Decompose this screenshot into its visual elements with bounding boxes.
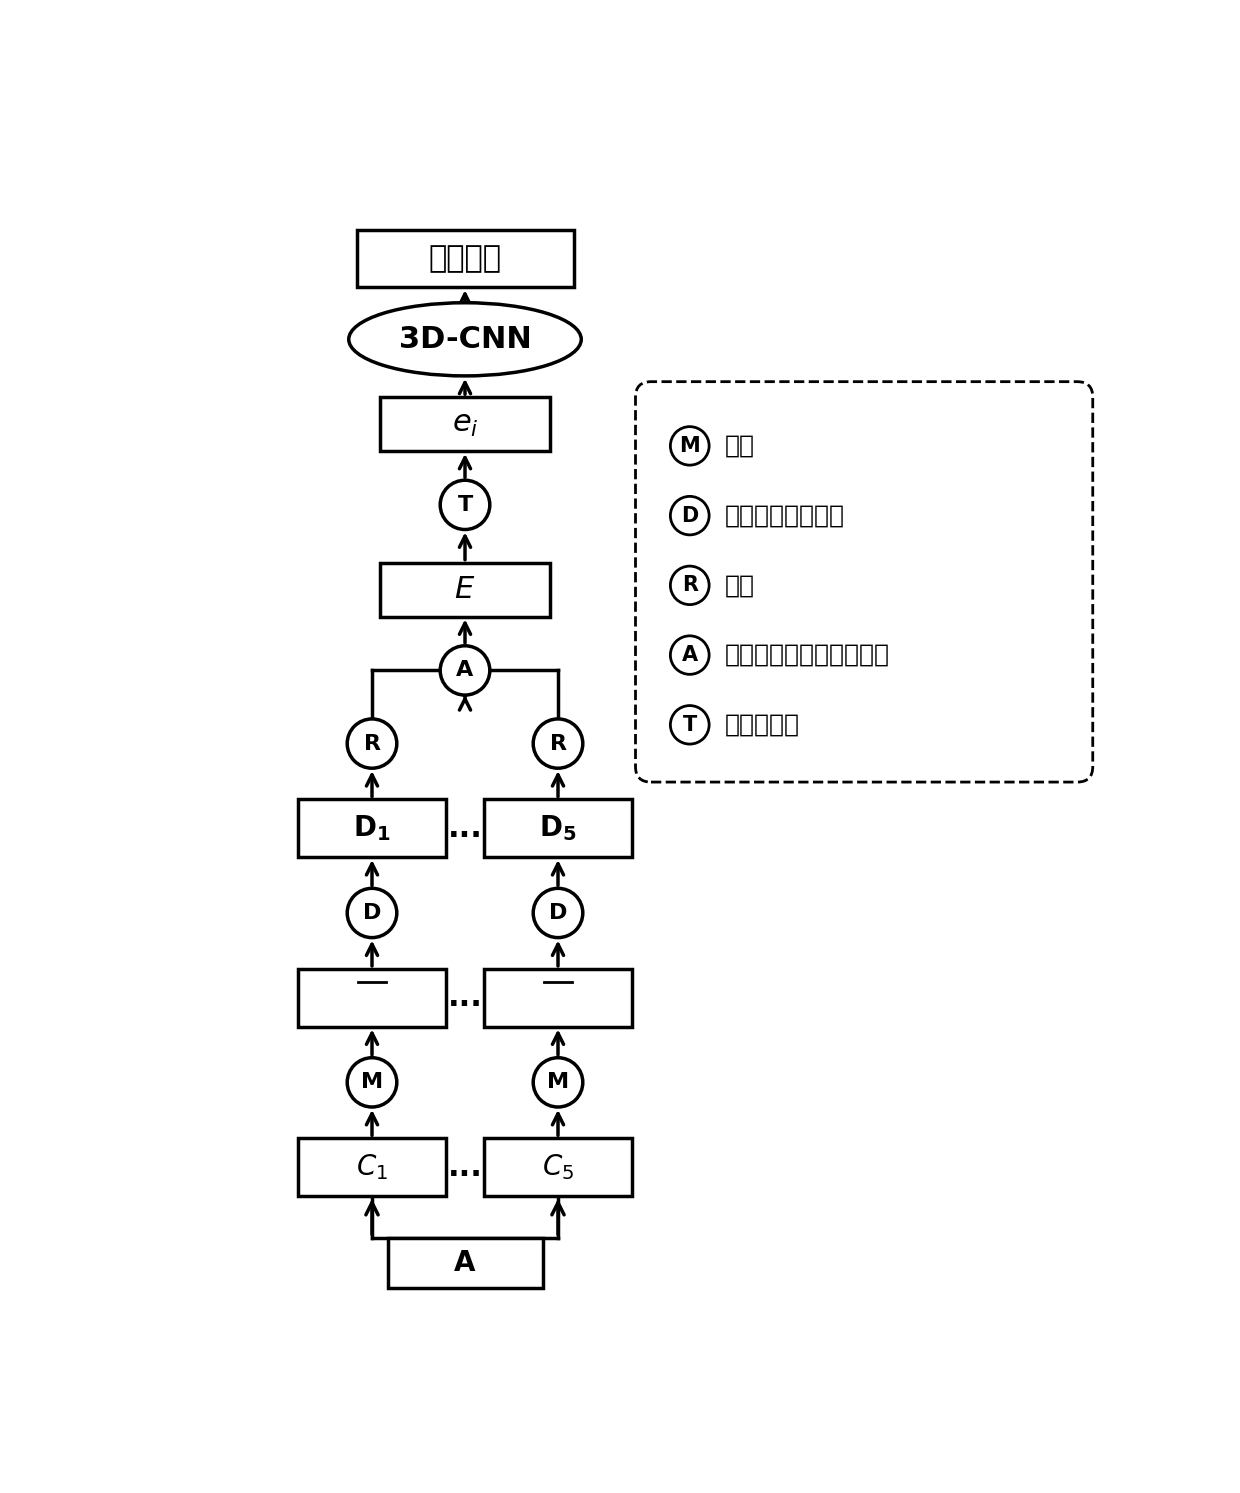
Circle shape — [347, 1057, 397, 1106]
Text: $C_1$: $C_1$ — [356, 1153, 388, 1182]
Text: T: T — [458, 494, 472, 515]
Text: D: D — [363, 903, 381, 923]
Circle shape — [671, 566, 709, 605]
Circle shape — [671, 636, 709, 675]
FancyBboxPatch shape — [379, 563, 551, 617]
Text: $e_i$: $e_i$ — [451, 409, 479, 439]
FancyBboxPatch shape — [387, 1238, 543, 1288]
Text: T: T — [683, 715, 697, 735]
Circle shape — [440, 646, 490, 696]
Text: R: R — [682, 575, 698, 596]
Text: ...: ... — [448, 1153, 482, 1181]
Text: 逐像素去均值操作: 逐像素去均值操作 — [724, 503, 844, 527]
Ellipse shape — [348, 303, 582, 376]
Text: $c_1$: $c_1$ — [358, 984, 386, 1012]
Circle shape — [671, 496, 709, 534]
Text: 分类标签: 分类标签 — [429, 243, 501, 273]
FancyBboxPatch shape — [299, 1138, 445, 1196]
Text: A: A — [682, 645, 698, 664]
Circle shape — [440, 481, 490, 530]
Text: ...: ... — [448, 814, 482, 842]
Text: A: A — [456, 660, 474, 681]
Text: R: R — [549, 733, 567, 754]
Text: M: M — [680, 436, 701, 455]
Text: 在主成分分量方向上整合: 在主成分分量方向上整合 — [724, 643, 889, 667]
Text: 平均: 平均 — [724, 434, 755, 458]
FancyBboxPatch shape — [485, 969, 631, 1027]
Circle shape — [533, 720, 583, 769]
Text: A: A — [454, 1250, 476, 1278]
Circle shape — [533, 1057, 583, 1106]
Circle shape — [533, 888, 583, 938]
Text: $E$: $E$ — [454, 575, 476, 605]
Circle shape — [671, 706, 709, 744]
FancyBboxPatch shape — [357, 230, 573, 287]
Text: $c_5$: $c_5$ — [544, 984, 572, 1012]
Text: ...: ... — [448, 984, 482, 1012]
FancyBboxPatch shape — [379, 397, 551, 451]
Circle shape — [347, 888, 397, 938]
FancyBboxPatch shape — [299, 799, 445, 857]
FancyBboxPatch shape — [485, 799, 631, 857]
Circle shape — [347, 720, 397, 769]
FancyBboxPatch shape — [485, 1138, 631, 1196]
FancyBboxPatch shape — [299, 969, 445, 1027]
Text: D: D — [549, 903, 567, 923]
Text: 分成小区域: 分成小区域 — [724, 712, 800, 738]
Text: $\mathbf{D_1}$: $\mathbf{D_1}$ — [353, 814, 391, 844]
FancyBboxPatch shape — [635, 382, 1092, 782]
Text: 3D-CNN: 3D-CNN — [398, 325, 532, 354]
Text: R: R — [363, 733, 381, 754]
Text: M: M — [547, 1072, 569, 1093]
Circle shape — [671, 427, 709, 466]
Text: 降维: 降维 — [724, 573, 755, 597]
Text: $\mathbf{D_5}$: $\mathbf{D_5}$ — [539, 814, 577, 844]
Text: M: M — [361, 1072, 383, 1093]
Text: D: D — [681, 506, 698, 526]
Text: $C_5$: $C_5$ — [542, 1153, 574, 1182]
